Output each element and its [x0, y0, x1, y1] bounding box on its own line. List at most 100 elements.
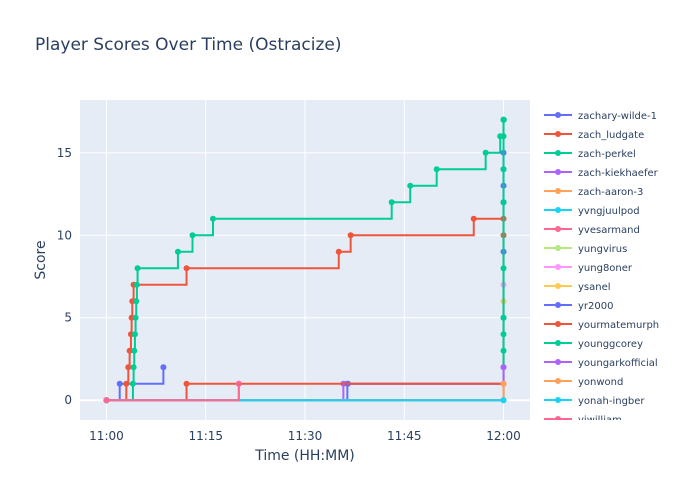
legend-swatch-marker [555, 359, 561, 365]
data-point[interactable] [131, 331, 138, 338]
data-point[interactable] [130, 364, 137, 371]
legend-item[interactable]: yiwilliam [544, 415, 622, 426]
y-tick-label: 5 [64, 311, 72, 325]
data-point[interactable] [183, 265, 190, 272]
data-point[interactable] [189, 232, 196, 239]
legend-item[interactable]: zach-perkel [544, 149, 636, 160]
legend-label: zach-perkel [578, 149, 636, 160]
legend-label: yung8oner [578, 263, 633, 274]
legend-swatch-marker [555, 378, 561, 384]
data-point[interactable] [433, 166, 440, 173]
legend-swatch-marker [555, 207, 561, 213]
legend-item[interactable]: zachary-wilde-1 [544, 111, 657, 122]
legend-label: zach_ludgate [578, 130, 644, 141]
legend-label: yvesarmand [578, 225, 640, 236]
data-point[interactable] [407, 182, 414, 189]
data-point[interactable] [131, 347, 138, 354]
data-point[interactable] [123, 380, 130, 387]
data-point[interactable] [235, 380, 242, 387]
legend-label: yungvirus [578, 244, 627, 255]
data-point[interactable] [500, 133, 507, 140]
data-point[interactable] [500, 116, 507, 123]
legend-item[interactable]: yourmatemurph [544, 320, 659, 331]
data-point[interactable] [132, 314, 139, 321]
data-point[interactable] [133, 298, 140, 305]
legend-swatch-marker [555, 245, 561, 251]
data-point[interactable] [347, 232, 354, 239]
legend-item[interactable]: yung8oner [544, 263, 633, 274]
data-point[interactable] [500, 314, 507, 321]
legend-item[interactable]: ysanel [544, 282, 611, 293]
legend-swatch-marker [555, 340, 561, 346]
legend-item[interactable]: younggcorey [544, 339, 643, 350]
data-point[interactable] [133, 281, 140, 288]
data-point[interactable] [470, 215, 477, 222]
legend-label: yr2000 [578, 301, 613, 312]
data-point[interactable] [482, 149, 489, 156]
legend-swatch-marker [555, 150, 561, 156]
legend-item[interactable]: yvesarmand [544, 225, 640, 236]
legend-swatch-marker [555, 169, 561, 175]
legend-label: yonwond [578, 377, 623, 388]
y-axis-label: Score [33, 240, 49, 279]
data-point[interactable] [134, 265, 141, 272]
data-point[interactable] [126, 347, 133, 354]
legend-label: younggcorey [578, 339, 643, 350]
series-line [106, 383, 240, 402]
legend-swatch-marker [555, 131, 561, 137]
legend-label: youngarkofficial [578, 358, 658, 369]
data-point[interactable] [500, 199, 507, 206]
data-point[interactable] [129, 380, 136, 387]
x-tick-label: 11:45 [387, 429, 422, 443]
data-point[interactable] [125, 364, 132, 371]
data-point[interactable] [500, 397, 507, 404]
data-point[interactable] [388, 199, 395, 206]
x-axis-label: Time (HH:MM) [254, 448, 355, 464]
legend-label: yonah-ingber [578, 396, 645, 407]
y-tick-label: 15 [57, 146, 72, 160]
data-point[interactable] [500, 331, 507, 338]
chart-title: Player Scores Over Time (Ostracize) [35, 35, 342, 55]
x-tick-label: 12:00 [486, 429, 521, 443]
legend-item[interactable]: yvngjuulpod [544, 206, 640, 217]
y-tick-labels: 0 5 10 15 [57, 146, 72, 407]
data-point[interactable] [183, 380, 190, 387]
data-point[interactable] [500, 265, 507, 272]
legend-swatch-marker [555, 226, 561, 232]
legend-item[interactable]: yungvirus [544, 244, 627, 255]
data-point[interactable] [103, 397, 110, 404]
legend-label: ysanel [578, 282, 611, 293]
legend-label: yourmatemurph [578, 320, 659, 331]
y-tick-label: 10 [57, 228, 72, 242]
legend-item[interactable]: zach-kiekhaefer [544, 168, 659, 179]
legend-label: zach-aaron-3 [578, 187, 643, 198]
legend-item[interactable]: youngarkofficial [544, 358, 658, 369]
legend-swatch-marker [555, 397, 561, 403]
data-point[interactable] [160, 364, 167, 371]
legend-item[interactable]: yr2000 [544, 301, 613, 312]
legend-label: yiwilliam [578, 415, 622, 426]
data-point[interactable] [116, 380, 123, 387]
legend-swatch-marker [555, 112, 561, 118]
legend-item[interactable]: yonwond [544, 377, 623, 388]
data-point[interactable] [335, 248, 342, 255]
x-tick-label: 11:00 [89, 429, 124, 443]
data-point[interactable] [500, 380, 507, 387]
legend-label: zachary-wilde-1 [578, 111, 657, 122]
x-tick-label: 11:30 [288, 429, 323, 443]
legend-item[interactable]: yonah-ingber [544, 396, 645, 407]
legend-swatch-marker [555, 321, 561, 327]
x-tick-labels: 11:00 11:15 11:30 11:45 12:00 [89, 429, 521, 443]
legend-swatch-marker [555, 416, 561, 420]
data-point[interactable] [500, 347, 507, 354]
legend-swatch-marker [555, 283, 561, 289]
data-point[interactable] [210, 215, 217, 222]
legend-item[interactable]: zach_ludgate [544, 130, 644, 141]
data-point[interactable] [500, 166, 507, 173]
legend-swatch-marker [555, 302, 561, 308]
legend-item[interactable]: zach-aaron-3 [544, 187, 643, 198]
data-point[interactable] [174, 248, 181, 255]
data-point[interactable] [500, 364, 507, 371]
